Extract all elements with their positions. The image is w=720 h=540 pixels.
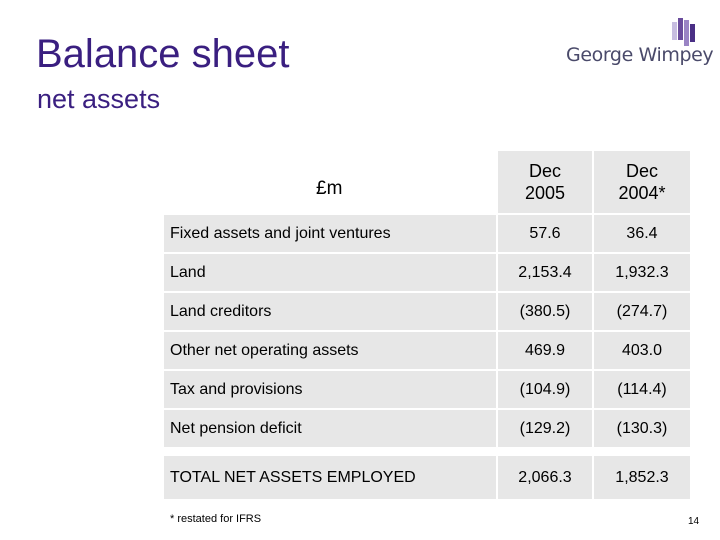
value-dec-2004: (274.7)	[616, 303, 668, 320]
row-label: Fixed assets and joint ventures	[170, 225, 391, 242]
value-dec-2005: (104.9)	[519, 381, 571, 398]
page-subtitle: net assets	[37, 84, 161, 114]
value-dec-2005: (129.2)	[519, 420, 571, 437]
value-dec-2005: 2,153.4	[518, 264, 572, 281]
row-label: Other net operating assets	[170, 342, 359, 359]
column-header-dec-2004: Dec 2004*	[594, 151, 690, 213]
value-dec-2004: (114.4)	[617, 381, 667, 398]
page-number: 14	[688, 516, 700, 527]
value-dec-2004: 36.4	[626, 225, 658, 242]
footnote: * restated for IFRS	[170, 513, 262, 525]
value-dec-2005: 57.6	[529, 225, 561, 242]
column-header-line1: Dec	[625, 161, 658, 181]
table-row: Land creditors (380.5) (274.7)	[164, 293, 690, 330]
page-title: Balance sheet	[36, 32, 290, 76]
table-row: Other net operating assets 469.9 403.0	[164, 332, 690, 369]
table-row: Tax and provisions (104.9) (114.4)	[164, 371, 690, 408]
column-header-line1: Dec	[528, 161, 561, 181]
row-label: Tax and provisions	[170, 381, 303, 398]
row-label: TOTAL NET ASSETS EMPLOYED	[170, 469, 416, 486]
table-row: Land 2,153.4 1,932.3	[164, 254, 690, 291]
column-header-line2: 2004*	[618, 183, 666, 203]
value-dec-2005: 469.9	[524, 342, 566, 359]
table-row: Net pension deficit (129.2) (130.3)	[164, 410, 690, 447]
company-logo: George Wimpey	[566, 18, 714, 68]
column-header-dec-2005: Dec 2005	[498, 151, 592, 213]
value-dec-2004: 1,852.3	[615, 469, 669, 486]
value-dec-2004: 1,932.3	[615, 264, 669, 281]
unit-label: £m	[316, 178, 343, 199]
logo-text: George Wimpey	[566, 44, 714, 66]
table-total-row: TOTAL NET ASSETS EMPLOYED 2,066.3 1,852.…	[164, 456, 690, 499]
row-label: Net pension deficit	[170, 420, 302, 437]
value-dec-2005: (380.5)	[519, 303, 571, 320]
table-row: Fixed assets and joint ventures 57.6 36.…	[164, 215, 690, 252]
row-label: Land creditors	[170, 303, 272, 320]
row-label: Land	[170, 264, 206, 281]
value-dec-2004: 403.0	[621, 342, 663, 359]
value-dec-2005: 2,066.3	[518, 469, 572, 486]
logo-bars-icon	[672, 18, 696, 48]
column-header-line2: 2005	[524, 183, 566, 203]
value-dec-2004: (130.3)	[616, 420, 668, 437]
